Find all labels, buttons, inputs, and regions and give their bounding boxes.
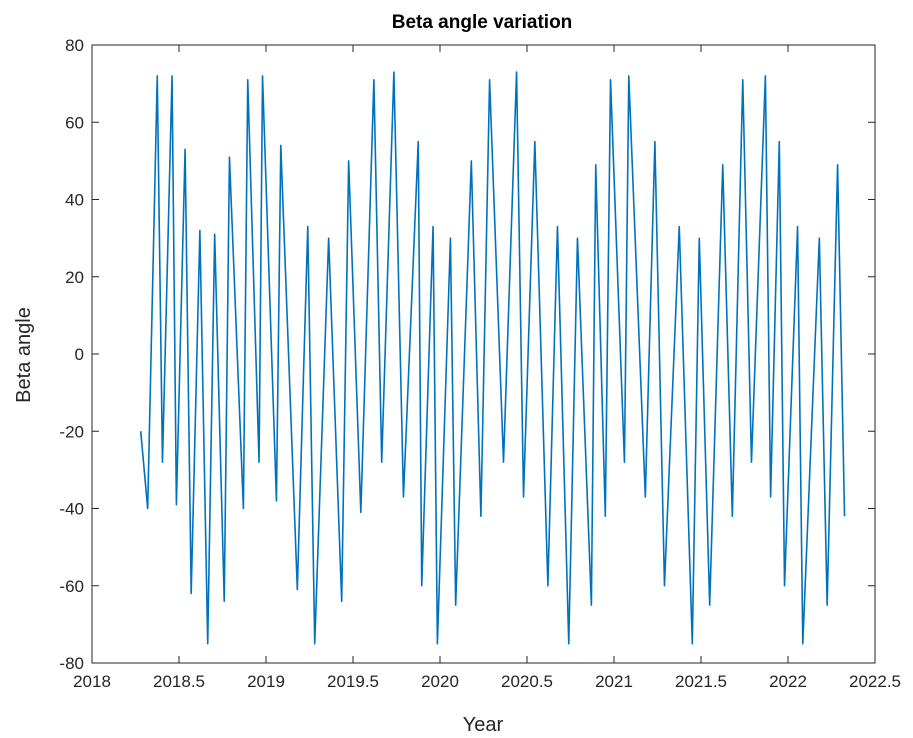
y-tick-label: -60	[59, 577, 84, 596]
y-tick-label: 60	[65, 113, 84, 132]
series-line-1	[139, 71, 846, 645]
x-axis-label: Year	[463, 714, 504, 736]
y-axis: -80 -60 -40 -20 0 20 40 60 80	[59, 36, 875, 673]
x-axis: 2018 2018.5 2019 2019.5 2020 2020.5 2021 2021.5…	[73, 45, 901, 691]
x-tick-label: 2019	[247, 672, 285, 691]
x-tick-label: 2022.5	[849, 672, 901, 691]
x-tick-label: 2022	[769, 672, 807, 691]
y-tick-label: -40	[59, 500, 84, 519]
y-tick-label: 80	[65, 36, 84, 55]
x-tick-label: 2020	[421, 672, 459, 691]
y-tick-label: -20	[59, 422, 84, 441]
chart-title: Beta angle variation	[392, 12, 573, 33]
x-tick-label: 2020.5	[501, 672, 553, 691]
x-tick-label: 2021.5	[675, 672, 727, 691]
x-tick-label: 2018.5	[153, 672, 205, 691]
x-tick-label: 2018	[73, 672, 111, 691]
y-tick-label: -80	[59, 654, 84, 673]
x-tick-label: 2019.5	[327, 672, 379, 691]
y-tick-label: 20	[65, 268, 84, 287]
series-group	[139, 71, 846, 645]
y-tick-label: 40	[65, 191, 84, 210]
y-tick-label: 0	[75, 345, 84, 364]
y-axis-label: Beta angle	[13, 307, 35, 403]
x-tick-label: 2021	[595, 672, 633, 691]
